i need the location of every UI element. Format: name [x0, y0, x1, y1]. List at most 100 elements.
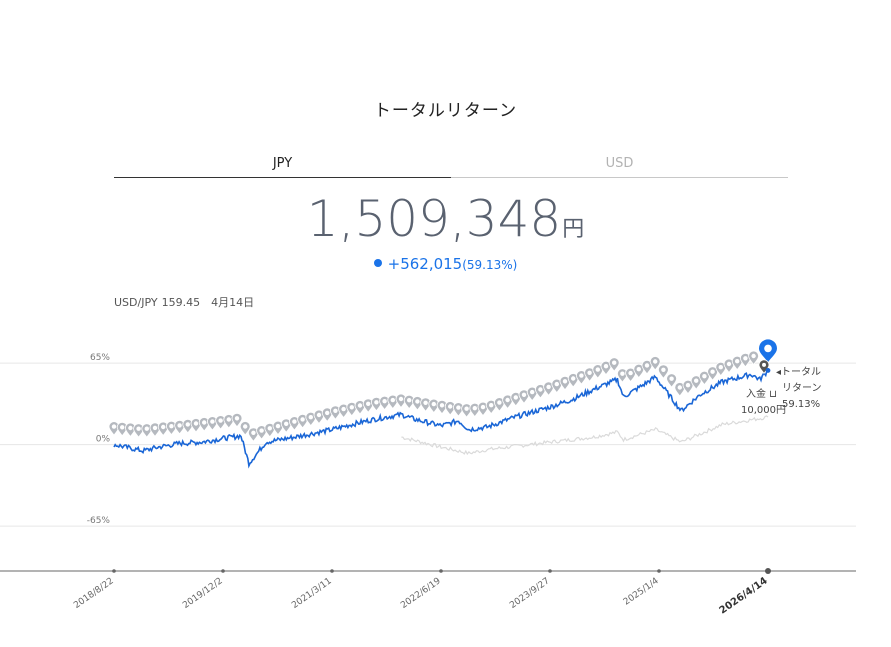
pin-hole: [644, 363, 650, 368]
pin-hole: [579, 373, 584, 378]
deposit-pin-icon: [559, 375, 571, 391]
pin-hole: [341, 406, 346, 412]
deposit-pin-icon: [264, 422, 276, 438]
deposit-pin-icon: [272, 420, 284, 436]
deposit-pin-icon: [420, 397, 432, 413]
deposit-pin-icon: [641, 360, 653, 375]
total-return-chart[interactable]: 65% 0% -65% 2018/8/22 2019/12/2 2021/3/11 202…: [0, 330, 891, 630]
pin-hole: [530, 389, 535, 395]
deposit-pin-icon: [436, 399, 448, 415]
x-tick-label: 2023/9/27: [508, 576, 552, 611]
pin-hole: [275, 423, 281, 429]
deposit-pin-icon: [477, 401, 489, 417]
pin-hole: [718, 365, 723, 370]
pin-hole: [308, 415, 313, 420]
pin-hole: [685, 383, 691, 388]
pin-hole: [398, 396, 404, 402]
deposit-pin-icon: [297, 414, 309, 429]
deposit-pin-icon: [313, 409, 325, 425]
pin-hole: [316, 412, 322, 418]
x-tick-dot: [330, 569, 334, 573]
pin-hole: [735, 359, 740, 364]
deposit-pin-icon: [231, 412, 243, 428]
pin-hole: [185, 422, 190, 427]
x-tick-dot: [765, 568, 771, 574]
deposit-pin-icon: [321, 407, 333, 423]
fx-pair: USD/JPY: [114, 296, 158, 309]
pin-hole: [480, 404, 486, 410]
deposit-annotation: 入金 ⊔: [746, 387, 777, 400]
pin-hole: [661, 367, 666, 372]
deposit-pin-icon: [633, 363, 645, 379]
pin-hole: [243, 424, 248, 429]
pin-hole: [267, 426, 272, 431]
deposit-pin-icon: [346, 401, 358, 417]
deposit-pin-icon: [256, 425, 268, 440]
pin-hole: [743, 356, 748, 361]
pin-hole: [374, 400, 379, 405]
pin-hole: [193, 421, 199, 426]
pin-hole: [415, 399, 420, 404]
latest-pin-icon: [759, 339, 777, 363]
pin-hole: [382, 399, 387, 404]
x-tick-label: 2026/4/14: [718, 575, 770, 616]
pin-hole: [472, 406, 477, 411]
deposit-pin-icon: [116, 421, 128, 437]
deposit-pin-icon: [329, 405, 341, 421]
pin-hole: [546, 384, 551, 390]
pin-hole: [694, 378, 699, 383]
pin-hole: [751, 353, 756, 359]
pin-hole: [702, 374, 707, 379]
pin-hole: [497, 400, 502, 405]
pin-hole: [366, 401, 371, 406]
deposit-pin-icon: [674, 382, 686, 397]
deposit-pin-icon: [731, 355, 743, 371]
deposit-pin-icon: [182, 419, 194, 434]
x-tick-dot: [439, 569, 443, 573]
deposit-pin-icon: [354, 400, 366, 415]
pin-hole: [595, 367, 600, 372]
pin-hole: [128, 425, 133, 431]
x-tick-label: 2025/1/4: [622, 576, 661, 608]
pin-hole: [210, 419, 215, 424]
deposit-pin-icon: [510, 392, 522, 407]
pin-hole: [177, 423, 182, 428]
deposit-pin-icon: [157, 421, 169, 437]
gain-amount: +562,015: [387, 255, 463, 273]
pin-hole: [521, 392, 527, 397]
deposit-pin-icon: [108, 421, 120, 436]
gain-percent: (59.13%): [462, 258, 518, 272]
deposit-pin-icon: [567, 373, 579, 388]
y-tick-label: 0%: [96, 435, 111, 445]
pin-hole: [603, 364, 609, 369]
deposit-pin-icon: [748, 350, 759, 366]
pin-hole: [218, 418, 223, 423]
deposit-pin-icon: [740, 352, 751, 368]
deposit-pin-icon: [206, 416, 218, 431]
total-return-annotation: ◂トータル: [776, 366, 821, 378]
chart-annotations: ◂トータルリターン 59.13% 入金 ⊔ 10,000円: [741, 366, 822, 416]
deposit-pin-icon: [682, 379, 694, 395]
x-axis: 2018/8/22 2019/12/2 2021/3/11 2022/6/19 2023…: [0, 568, 856, 617]
tab-jpy[interactable]: JPY: [114, 152, 451, 178]
deposit-pin-icon: [617, 368, 628, 383]
deposit-pin-icon: [502, 394, 514, 410]
gain-dot-icon: [373, 259, 382, 267]
pin-hole: [120, 425, 125, 430]
deposit-pin-icon: [469, 402, 481, 418]
deposit-pin-icon: [428, 398, 440, 414]
x-tick-label: 2021/3/11: [290, 576, 334, 611]
total-return-line: [113, 369, 769, 469]
pin-hole: [284, 421, 289, 426]
pin-hole: [571, 376, 576, 381]
fx-rate: USD/JPY 159.45 4月14日: [114, 294, 258, 310]
deposit-annotation: 10,000円: [741, 405, 786, 416]
pin-hole: [554, 381, 559, 387]
pin-hole: [161, 424, 166, 430]
pin-hole: [333, 408, 338, 413]
chart-grid: [0, 362, 856, 527]
deposit-pin-icon: [190, 418, 202, 433]
deposit-pin-icon: [379, 395, 391, 411]
tab-usd[interactable]: USD: [451, 152, 788, 178]
pin-hole: [325, 410, 330, 416]
